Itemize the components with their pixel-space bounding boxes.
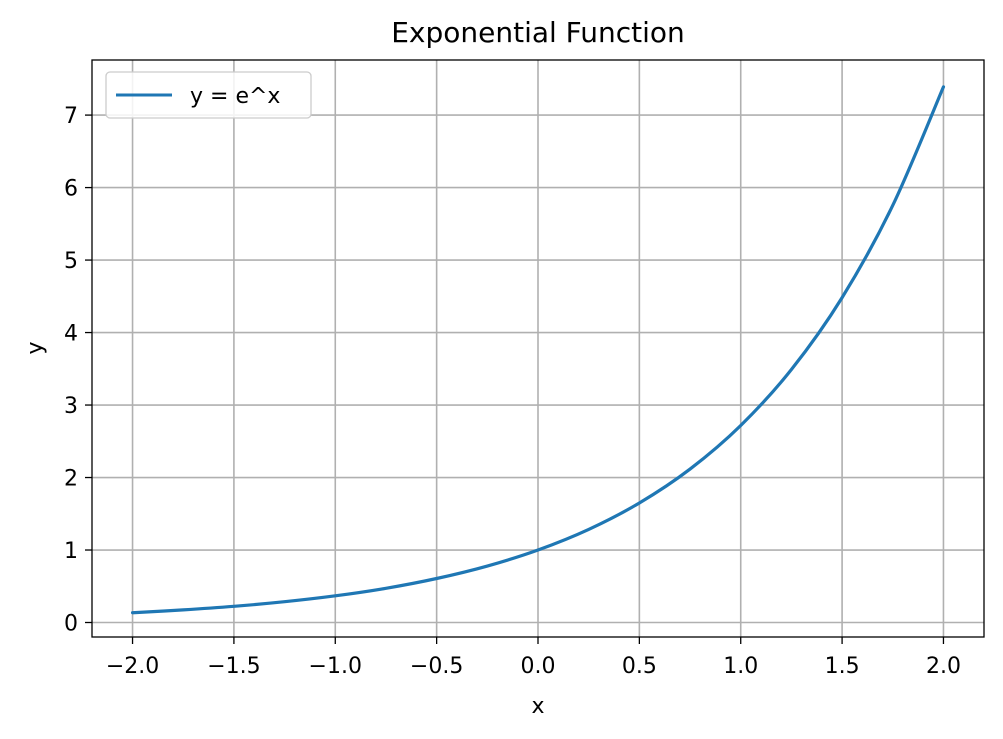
- x-axis-label: x: [531, 694, 544, 719]
- series-layer: [130, 85, 946, 615]
- chart-title: Exponential Function: [391, 16, 685, 49]
- y-tick-label: 7: [64, 104, 78, 129]
- x-tick-label: 0.5: [622, 654, 657, 679]
- y-tick-label: 3: [64, 394, 78, 419]
- x-tick-label: −2.0: [106, 654, 159, 679]
- x-tick-label: 1.5: [825, 654, 860, 679]
- y-tick-label: 6: [64, 177, 78, 202]
- series-line-0: [130, 85, 946, 615]
- y-tick-label: 4: [64, 322, 78, 347]
- x-tick-label: 1.0: [723, 654, 758, 679]
- x-tick-label: 2.0: [926, 654, 961, 679]
- x-tick-label: 0.0: [521, 654, 556, 679]
- x-tick-label: −1.0: [309, 654, 362, 679]
- y-tick-label: 5: [64, 249, 78, 274]
- y-tick-label: 2: [64, 467, 78, 492]
- ticks: −2.0 −1.5 −1.0 −0.5 0.0 0.5 1.0 1.5 2.0 0 1 2 3 4 5 6 7: [64, 104, 961, 679]
- legend: y = e^x: [105, 71, 312, 119]
- legend-label: y = e^x: [190, 84, 280, 109]
- y-tick-label: 1: [64, 539, 78, 564]
- x-tick-label: −0.5: [410, 654, 463, 679]
- y-axis-label: y: [23, 341, 48, 354]
- legend-box: [105, 71, 312, 119]
- x-tick-label: −1.5: [207, 654, 260, 679]
- y-tick-label: 0: [64, 612, 78, 637]
